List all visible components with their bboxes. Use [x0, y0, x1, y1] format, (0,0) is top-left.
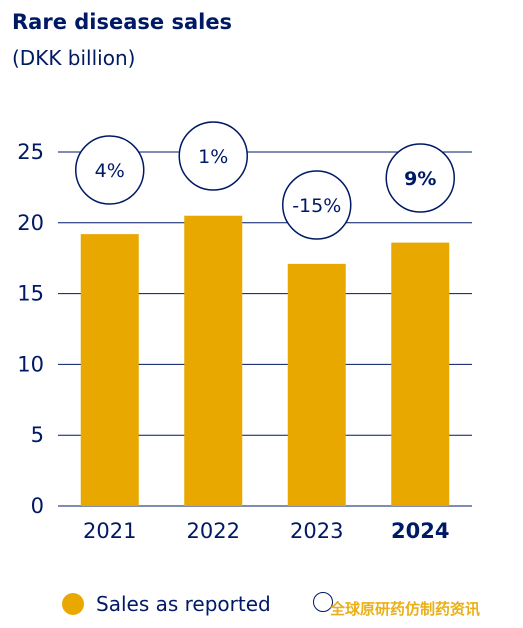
bar [80, 234, 139, 507]
x-tick-label: 2024 [391, 519, 449, 543]
y-tick-label: 0 [31, 494, 44, 518]
y-tick-label: 25 [17, 140, 44, 164]
x-tick-label: 2023 [290, 519, 343, 543]
y-tick-label: 20 [17, 211, 44, 235]
y-tick-label: 5 [31, 423, 44, 447]
x-tick-label: 2021 [83, 519, 136, 543]
bar [391, 242, 450, 506]
bar [287, 263, 346, 506]
bar-chart: 0 5 10 15 20 25 2021 4% 2022 1% 2023 -15% 2024 9% [17, 121, 472, 543]
growth-label: 4% [95, 160, 125, 182]
y-tick-label: 15 [17, 282, 44, 306]
x-tick-label: 2022 [187, 519, 240, 543]
chart-title: Rare disease sales [12, 10, 233, 34]
growth-bubble [385, 143, 455, 213]
growth-bubble [282, 170, 352, 240]
legend-item-growth [313, 592, 345, 612]
y-tick-label: 10 [17, 352, 44, 376]
growth-bubble [75, 135, 145, 205]
legend-swatch-filled-icon [62, 593, 84, 615]
legend-item-sales: Sales as reported [62, 592, 271, 616]
legend-swatch-outline-icon [313, 592, 333, 612]
watermark-text: 全球原研药仿制药资讯 [330, 600, 481, 618]
growth-bubble [178, 121, 248, 191]
growth-label: -15% [292, 195, 341, 217]
chart-subtitle: (DKK billion) [12, 46, 136, 70]
legend-label-sales: Sales as reported [96, 592, 271, 616]
legend: Sales as reported [0, 592, 523, 626]
growth-label: 9% [404, 168, 436, 190]
bar [184, 215, 243, 506]
growth-label: 1% [198, 146, 228, 168]
